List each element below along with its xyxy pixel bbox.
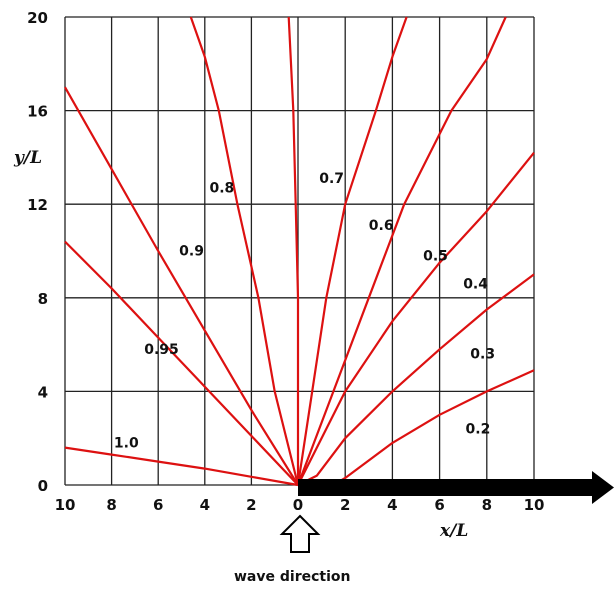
- wave-direction-caption: wave direction: [234, 569, 350, 585]
- x-tick-label: 0: [293, 496, 303, 514]
- curve-0.3: [297, 273, 535, 486]
- y-tick-label: 4: [38, 383, 48, 401]
- x-tick-label: 8: [482, 496, 492, 514]
- curve-0.6: [296, 16, 408, 486]
- x-tick-label: 6: [434, 496, 444, 514]
- curve-label: 0.2: [466, 422, 491, 438]
- y-tick-label: 8: [38, 290, 48, 308]
- y-tick-label: 16: [27, 103, 48, 121]
- curve-0.4: [297, 152, 535, 486]
- x-axis-label: x/L: [439, 521, 468, 541]
- curve-0.5: [296, 16, 507, 486]
- curve-label: 0.7: [319, 171, 344, 187]
- curve-label: 0.9: [179, 244, 204, 260]
- curve-0.7: [287, 16, 300, 485]
- chart-grid: [64, 16, 535, 486]
- x-tick-label: 8: [106, 496, 116, 514]
- curve-label: 0.95: [144, 342, 179, 358]
- curve-label: 0.8: [209, 181, 234, 197]
- x-tick-label: 4: [200, 496, 210, 514]
- curve-0.9: [64, 86, 299, 486]
- wave-direction-arrow-icon: [279, 514, 321, 553]
- y-axis-label: y/L: [13, 148, 42, 168]
- x-tick-label: 4: [387, 496, 397, 514]
- curve-label: 0.4: [463, 276, 488, 292]
- x-tick-label: 2: [340, 496, 350, 514]
- curve-labels: 1.0 0.95 0.9 0.8 0.7 0.6 0.5 0.4 0.3 0.2: [114, 171, 495, 451]
- x-tick-label: 10: [55, 496, 76, 514]
- curve-0.2: [332, 369, 535, 486]
- curve-0.8: [189, 16, 300, 486]
- curve-label: 0.5: [423, 248, 448, 264]
- curve-1.0: [64, 446, 299, 487]
- y-tick-label: 12: [27, 196, 48, 214]
- y-tick-label: 20: [27, 9, 48, 27]
- x-tick-label: 6: [153, 496, 163, 514]
- chart-curves: [64, 16, 535, 487]
- curve-label: 0.3: [470, 347, 495, 363]
- x-tick-label: 2: [246, 496, 256, 514]
- curve-0.95: [64, 240, 299, 486]
- y-tick-label: 0: [38, 477, 48, 495]
- curve-label: 1.0: [114, 436, 139, 452]
- x-axis-arrow: [298, 471, 614, 504]
- x-tick-label: 10: [524, 496, 545, 514]
- curve-label: 0.6: [369, 218, 394, 234]
